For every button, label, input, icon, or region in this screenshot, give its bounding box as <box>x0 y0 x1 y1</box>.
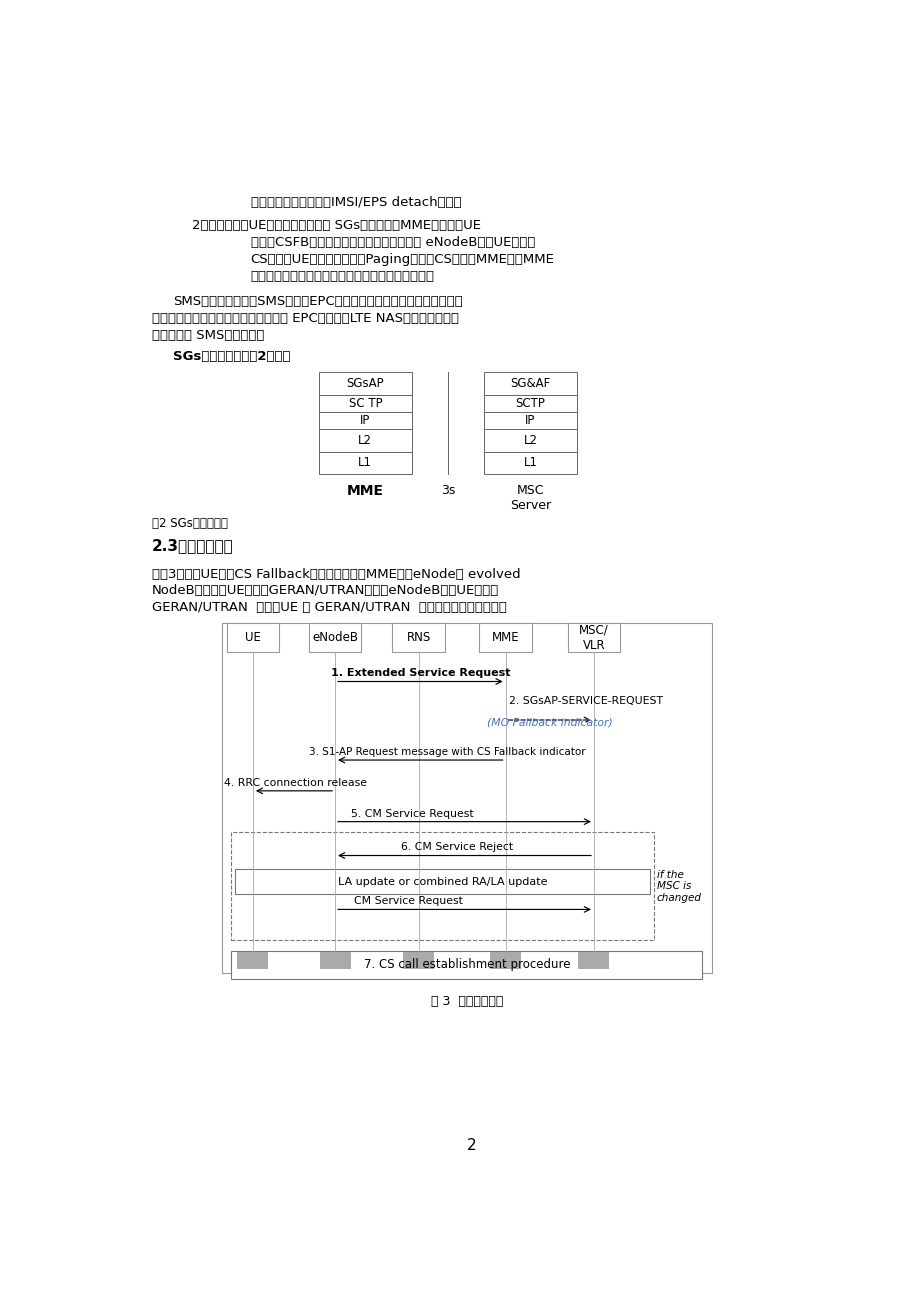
Text: 附着、联合位置更新、IMSI/EPS detach功能。: 附着、联合位置更新、IMSI/EPS detach功能。 <box>250 197 460 210</box>
Text: LA update or combined RA/LA update: LA update or combined RA/LA update <box>337 877 547 887</box>
Text: 域再发送或者接收短消息，而是直接在 EPC网络中用LTE NAS信令直接传递，: 域再发送或者接收短消息，而是直接在 EPC网络中用LTE NAS信令直接传递， <box>152 311 459 324</box>
Text: SGsAP: SGsAP <box>346 377 384 390</box>
Text: UE: UE <box>244 631 261 644</box>
Text: 图2 SGs接口协议栈: 图2 SGs接口协议栈 <box>152 517 228 530</box>
Text: 大幅提升了 SMS业务效率。: 大幅提升了 SMS业务效率。 <box>152 328 265 341</box>
Bar <box>221 623 711 973</box>
Text: IP: IP <box>525 414 535 427</box>
Text: 2. SGsAP-SERVICE-REQUEST: 2. SGsAP-SERVICE-REQUEST <box>509 696 663 706</box>
Text: MSC
Server: MSC Server <box>509 485 550 512</box>
Text: SCTP: SCTP <box>515 397 545 410</box>
Bar <box>319 951 350 968</box>
Text: SMS传输功能：对于SMS业务，EPC网络并不会要求终端回落到传统电路: SMS传输功能：对于SMS业务，EPC网络并不会要求终端回落到传统电路 <box>173 294 462 308</box>
Text: L1: L1 <box>523 456 537 469</box>
Bar <box>483 452 576 473</box>
Bar <box>479 623 531 653</box>
Text: 7. CS call establishment procedure: 7. CS call establishment procedure <box>363 959 570 971</box>
Text: 1. Extended Service Request: 1. Extended Service Request <box>330 668 509 679</box>
Text: 发送的CSFB标识（指示回落）后，直接通过 eNodeB指示UE回落到: 发送的CSFB标识（指示回落）后，直接通过 eNodeB指示UE回落到 <box>250 236 535 249</box>
Text: if the
MSC is
changed: if the MSC is changed <box>656 869 701 903</box>
Bar <box>231 833 652 941</box>
Text: 4. RRC connection release: 4. RRC connection release <box>224 778 367 788</box>
Text: 3s: 3s <box>440 485 455 498</box>
Bar <box>231 951 702 979</box>
Text: RNS: RNS <box>406 631 430 644</box>
Bar <box>483 412 576 429</box>
Text: 图 3  语音主叫流程: 图 3 语音主叫流程 <box>430 995 503 1009</box>
Bar <box>319 429 412 452</box>
Bar <box>319 452 412 473</box>
Text: 2）语音寻呼：UE的主叫业务不经过 SGs接口，因为MME收到带有UE: 2）语音寻呼：UE的主叫业务不经过 SGs接口，因为MME收到带有UE <box>192 219 481 232</box>
Text: L1: L1 <box>357 456 372 469</box>
Bar <box>578 951 608 968</box>
Text: CM Service Request: CM Service Request <box>354 896 462 907</box>
Bar <box>567 623 619 653</box>
Text: MME: MME <box>492 631 519 644</box>
Bar <box>403 951 434 968</box>
Text: MSC/
VLR: MSC/ VLR <box>578 624 608 652</box>
Text: 2: 2 <box>466 1138 476 1153</box>
Text: SC TP: SC TP <box>348 397 381 410</box>
Bar <box>490 951 520 968</box>
Bar <box>319 371 412 395</box>
Text: L2: L2 <box>357 434 372 447</box>
Text: 2.3语音主叫业务: 2.3语音主叫业务 <box>152 538 233 554</box>
Text: SGs接口协议栈如图2所示。: SGs接口协议栈如图2所示。 <box>173 351 290 364</box>
Text: 5. CM Service Request: 5. CM Service Request <box>351 809 473 818</box>
Text: (MO Fallback indicator): (MO Fallback indicator) <box>486 718 612 727</box>
Text: 如图3所示，UE发起CS Fallback语音主叫业务，MME指示eNode（ evolved: 如图3所示，UE发起CS Fallback语音主叫业务，MME指示eNode（ … <box>152 568 520 581</box>
Text: 发起回落流程。被叫回落流程和主叫回落流程类似。: 发起回落流程。被叫回落流程和主叫回落流程类似。 <box>250 270 434 283</box>
Text: GERAN/UTRAN  网络，UE 在 GERAN/UTRAN  网络发起主叫语音业务。: GERAN/UTRAN 网络，UE 在 GERAN/UTRAN 网络发起主叫语音… <box>152 602 506 615</box>
Text: SG&AF: SG&AF <box>510 377 550 390</box>
Bar <box>237 951 268 968</box>
Bar <box>483 371 576 395</box>
Text: NodeB）需要将UE回落到GERAN/UTRAN网络，eNodeB指示UE回落到: NodeB）需要将UE回落到GERAN/UTRAN网络，eNodeB指示UE回落… <box>152 585 499 598</box>
Text: MME: MME <box>346 485 383 498</box>
Bar <box>235 869 649 894</box>
Bar <box>483 429 576 452</box>
Bar <box>319 412 412 429</box>
Text: 3. S1-AP Request message with CS Fallback indicator: 3. S1-AP Request message with CS Fallbac… <box>309 747 585 757</box>
Bar <box>319 395 412 412</box>
Bar <box>392 623 445 653</box>
Text: IP: IP <box>359 414 370 427</box>
Bar <box>309 623 361 653</box>
Text: CS域。当UE有被叫业务时，Paging消息经CS发送到MME，由MME: CS域。当UE有被叫业务时，Paging消息经CS发送到MME，由MME <box>250 253 554 266</box>
Text: eNodeB: eNodeB <box>312 631 357 644</box>
Text: 6. CM Service Reject: 6. CM Service Reject <box>401 843 512 852</box>
Bar <box>483 395 576 412</box>
Text: L2: L2 <box>523 434 537 447</box>
Bar <box>226 623 279 653</box>
